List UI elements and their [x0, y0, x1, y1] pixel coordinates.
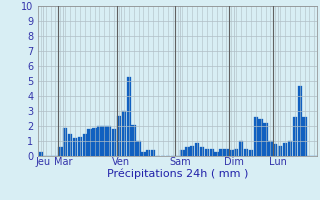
Bar — [102, 126, 107, 156]
Bar — [244, 148, 248, 156]
Bar — [224, 148, 228, 156]
Bar — [73, 138, 77, 156]
Bar — [58, 147, 63, 156]
Bar — [107, 126, 111, 156]
Bar — [214, 152, 219, 156]
Bar — [200, 147, 204, 156]
Bar — [249, 150, 253, 156]
Bar — [253, 117, 258, 156]
Bar — [87, 129, 92, 156]
Bar — [83, 134, 87, 156]
Bar — [127, 76, 131, 156]
Bar — [180, 150, 185, 156]
Bar — [141, 152, 146, 156]
Bar — [268, 141, 273, 156]
Bar — [229, 150, 234, 156]
Bar — [273, 144, 277, 156]
Bar — [185, 147, 189, 156]
Bar — [298, 86, 302, 156]
Bar — [263, 123, 268, 156]
Bar — [302, 117, 307, 156]
Bar — [78, 137, 82, 156]
Bar — [92, 128, 97, 156]
Bar — [292, 117, 297, 156]
Bar — [68, 134, 72, 156]
Bar — [39, 152, 43, 156]
X-axis label: Précipitations 24h ( mm ): Précipitations 24h ( mm ) — [107, 169, 248, 179]
Bar — [239, 141, 243, 156]
Bar — [112, 129, 116, 156]
Bar — [278, 146, 282, 156]
Bar — [146, 150, 150, 156]
Bar — [117, 116, 121, 156]
Bar — [210, 148, 214, 156]
Bar — [288, 141, 292, 156]
Bar — [190, 146, 195, 156]
Bar — [205, 148, 209, 156]
Bar — [122, 111, 126, 156]
Bar — [97, 126, 102, 156]
Bar — [234, 148, 238, 156]
Bar — [151, 150, 156, 156]
Bar — [220, 148, 224, 156]
Bar — [63, 128, 68, 156]
Bar — [259, 118, 263, 156]
Bar — [132, 124, 136, 156]
Bar — [136, 141, 141, 156]
Bar — [283, 142, 287, 156]
Bar — [195, 142, 199, 156]
